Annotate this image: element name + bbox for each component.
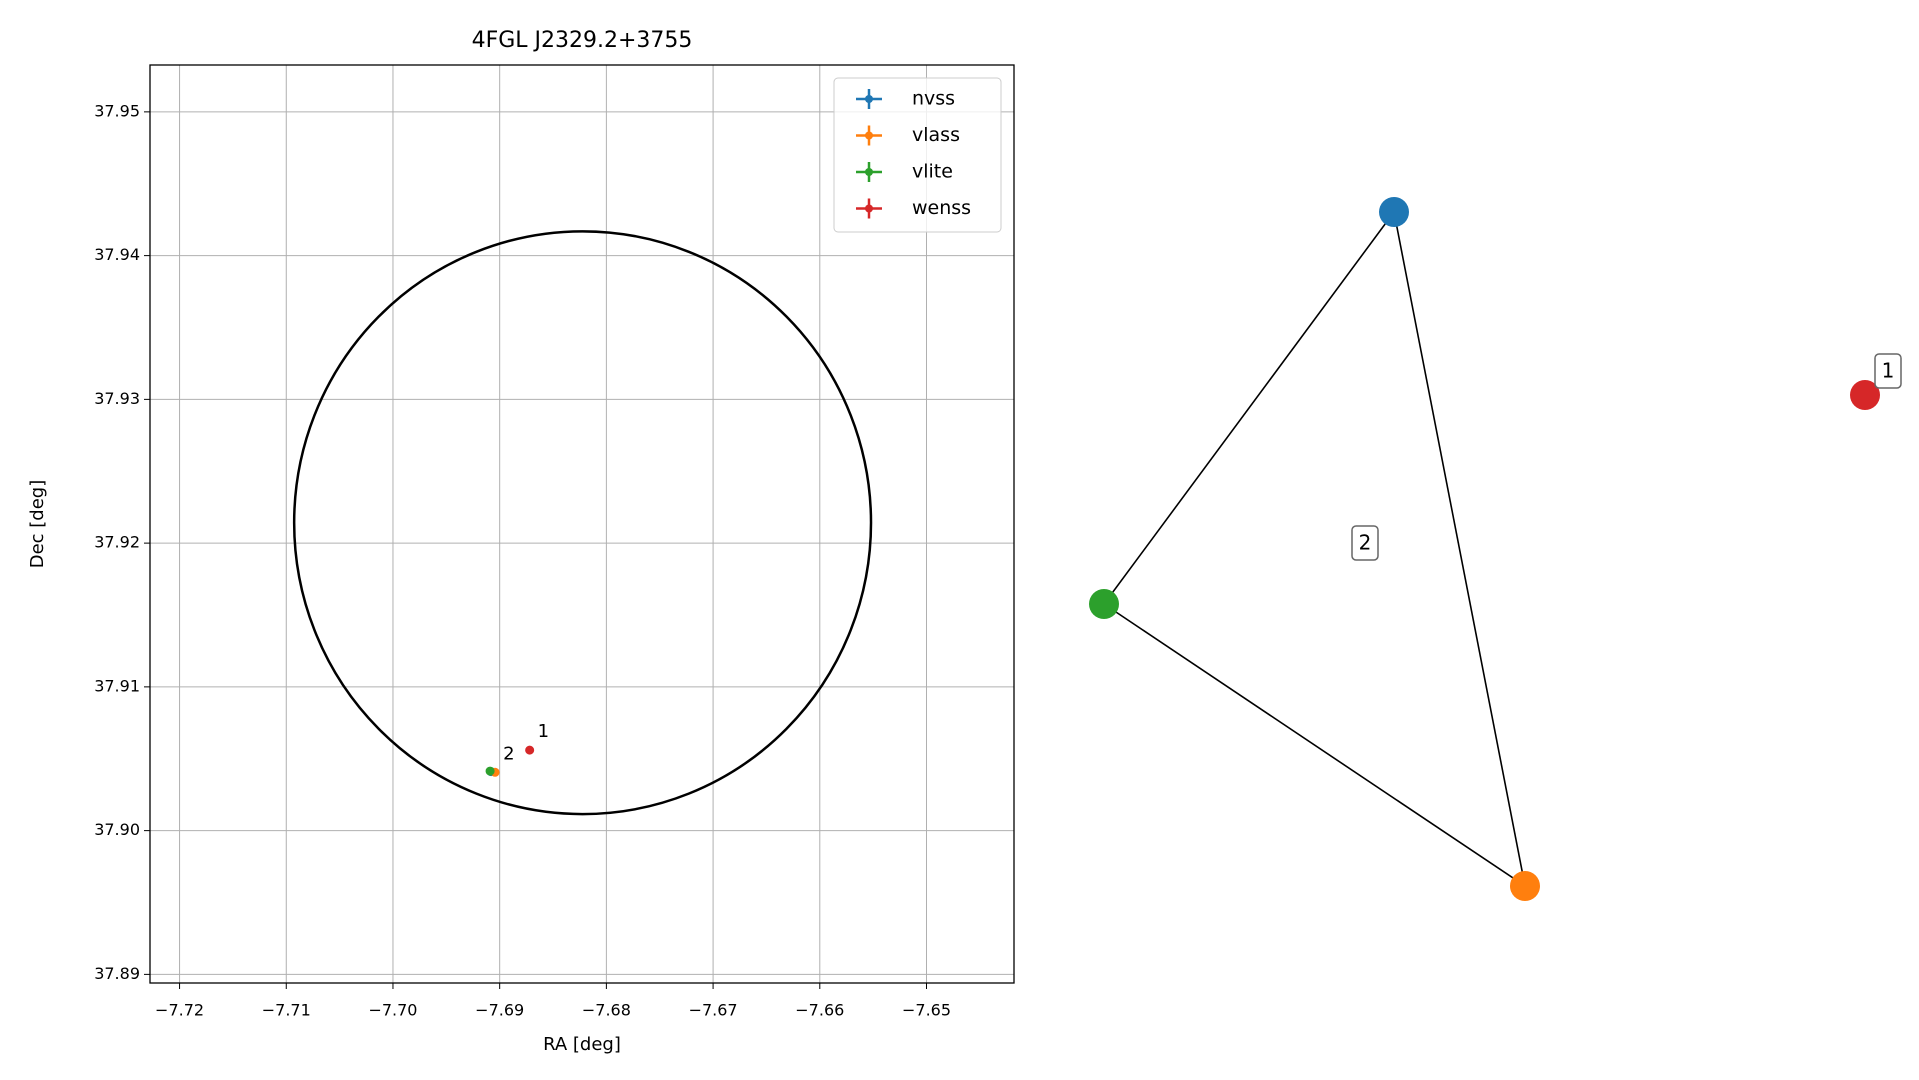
y-tick-label: 37.92 — [94, 533, 140, 552]
legend-label: wenss — [912, 197, 971, 219]
y-tick-label: 37.93 — [94, 389, 140, 408]
y-axis-label: Dec [deg] — [27, 480, 48, 569]
x-tick-label: −7.66 — [795, 1001, 844, 1020]
x-tick-label: −7.69 — [475, 1001, 524, 1020]
x-tick-label: −7.65 — [902, 1001, 951, 1020]
legend-marker — [865, 95, 873, 103]
x-tick-label: −7.68 — [582, 1001, 631, 1020]
x-tick-label: −7.71 — [262, 1001, 311, 1020]
group-label: 2 — [1359, 531, 1372, 555]
edge — [1103, 603, 1526, 887]
group-label: 1 — [1882, 359, 1895, 383]
node — [1379, 197, 1409, 227]
error-ellipse — [292, 230, 873, 816]
y-tick-label: 37.91 — [94, 676, 140, 695]
x-tick-label: −7.67 — [689, 1001, 738, 1020]
point — [485, 766, 495, 776]
group-label-box — [1874, 353, 1902, 389]
x-axis-label: RA [deg] — [543, 1034, 621, 1055]
node — [1510, 871, 1540, 901]
x-tick-label: −7.72 — [155, 1001, 204, 1020]
legend-box — [833, 77, 1002, 233]
group-label-box — [1351, 525, 1379, 561]
y-tick-label: 37.89 — [94, 964, 140, 983]
node — [1089, 589, 1119, 619]
plot-frame — [149, 64, 1015, 984]
edge — [1103, 211, 1395, 605]
legend-label: vlass — [912, 124, 960, 146]
legend-label: vlite — [912, 161, 953, 183]
annotation: 1 — [538, 721, 549, 742]
x-tick-label: −7.70 — [368, 1001, 417, 1020]
legend-label: nvss — [912, 88, 955, 110]
annotation: 2 — [503, 743, 514, 764]
edge — [1393, 211, 1526, 887]
legend-marker — [865, 204, 873, 213]
node — [1850, 380, 1880, 410]
legend-marker — [865, 168, 873, 176]
point — [525, 745, 535, 755]
y-tick-label: 37.90 — [94, 820, 140, 839]
y-tick-label: 37.94 — [94, 245, 140, 264]
y-tick-label: 37.95 — [94, 101, 140, 120]
legend-marker — [865, 131, 873, 140]
chart-title: 4FGL J2329.2+3755 — [472, 28, 693, 53]
